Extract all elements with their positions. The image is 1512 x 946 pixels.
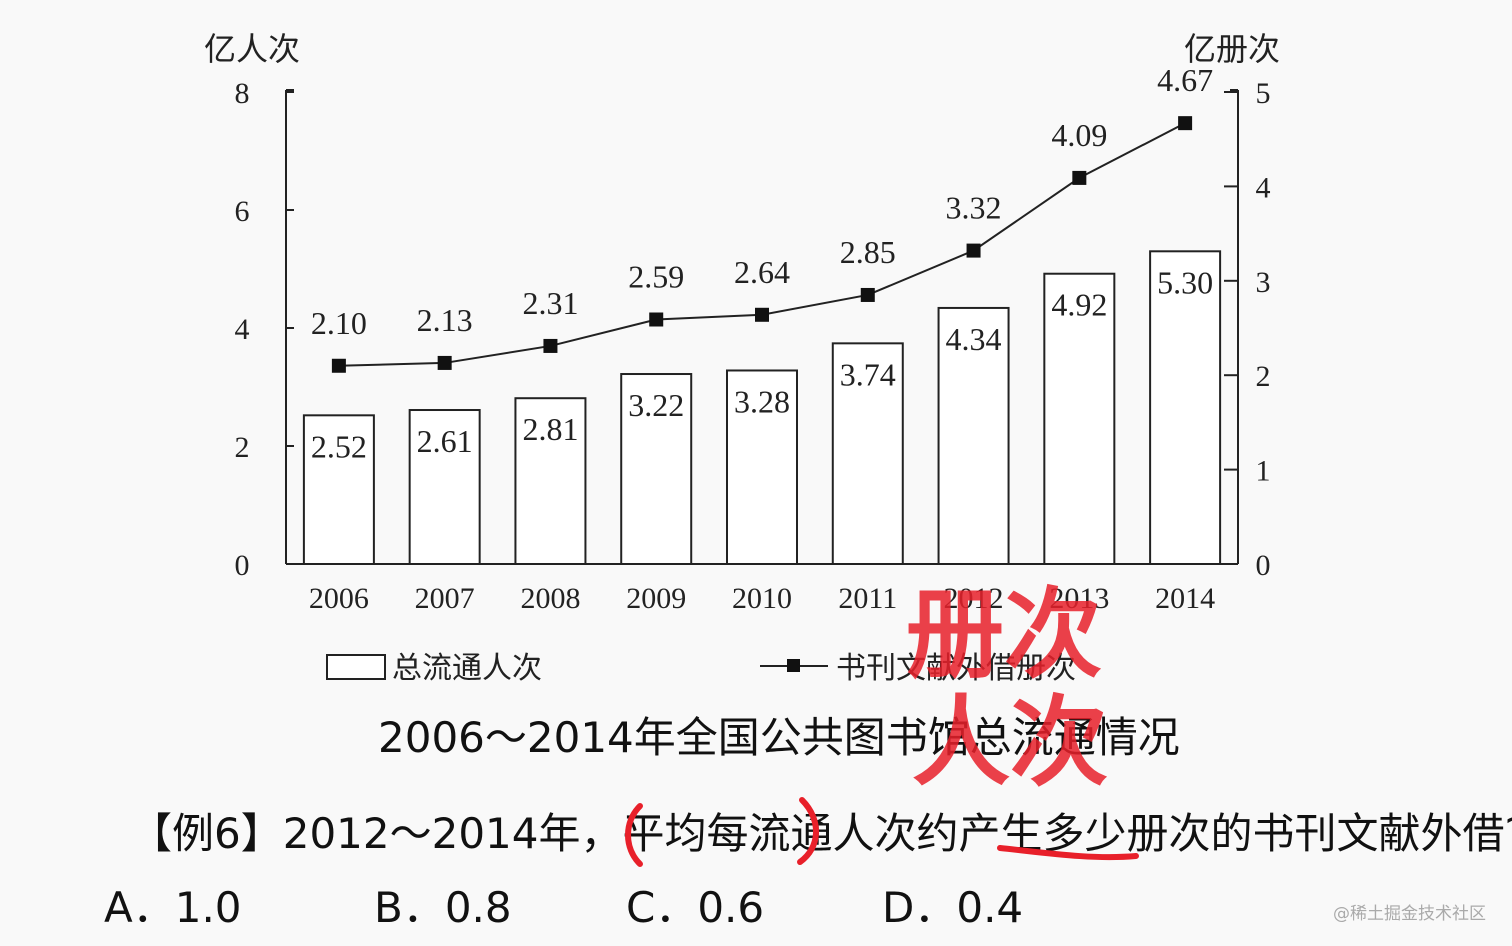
bar-value-label: 4.34: [946, 321, 1002, 357]
bar-value-label: 3.22: [628, 387, 684, 423]
bar: [1149, 250, 1222, 566]
right-axis-unit-label: 亿册次: [1184, 31, 1280, 67]
x-tick-label: 2013: [1049, 582, 1109, 615]
left-axis-unit-label: 亿人次: [204, 31, 300, 67]
option-a-letter: A．: [104, 883, 175, 932]
line-point: [1072, 170, 1087, 185]
option-c-letter: C．: [626, 883, 698, 932]
x-tick-label: 2009: [626, 582, 686, 615]
legend-line-marker: [787, 659, 800, 672]
line-point: [543, 338, 558, 353]
right-tick-label: 5: [1256, 77, 1271, 110]
right-tick-label: 0: [1256, 549, 1271, 582]
line-value-label: 2.10: [311, 305, 367, 341]
left-tick-label: 0: [235, 549, 250, 582]
line-value-label: 2.31: [522, 285, 578, 321]
option-b[interactable]: B．0.8: [374, 874, 512, 935]
line-point: [649, 312, 664, 327]
bar: [1043, 272, 1116, 565]
line-value-label: 2.13: [417, 302, 473, 338]
x-tick-label: 2011: [838, 582, 897, 615]
legend-bar-label: 总流通人次: [392, 652, 542, 685]
line-point: [331, 358, 346, 373]
bar-value-label: 2.81: [522, 411, 578, 447]
question-text: 【例6】2012～2014年，平均每流通人次约产生多少册次的书刊文献外借?: [130, 809, 1512, 858]
right-tick-label: 2: [1256, 360, 1271, 393]
bar-value-label: 3.28: [734, 383, 790, 419]
x-tick-label: 2012: [944, 582, 1004, 615]
x-tick-label: 2008: [520, 582, 580, 615]
option-d-letter: D．: [882, 883, 957, 932]
x-tick-label: 2010: [732, 582, 792, 615]
left-tick-label: 2: [235, 431, 250, 464]
option-b-value: 0.8: [444, 883, 512, 932]
bar: [408, 409, 481, 566]
option-d[interactable]: D．0.4: [882, 874, 1023, 935]
line-value-label: 2.59: [628, 259, 684, 295]
left-tick-label: 4: [235, 313, 250, 346]
bar-value-label: 5.30: [1157, 264, 1213, 300]
right-tick-label: 3: [1256, 266, 1271, 299]
bar-value-label: 3.74: [840, 356, 896, 392]
option-a[interactable]: A．1.0: [104, 874, 242, 935]
line-value-label: 2.85: [840, 234, 896, 270]
line-point: [755, 307, 769, 322]
line-value-label: 2.64: [734, 254, 790, 290]
x-tick-label: 2014: [1155, 582, 1215, 615]
bar: [831, 342, 904, 565]
option-c[interactable]: C．0.6: [626, 874, 764, 935]
option-d-value: 0.4: [956, 883, 1024, 932]
bar: [514, 397, 587, 565]
right-tick-label: 4: [1256, 171, 1271, 204]
right-tick-label: 1: [1256, 455, 1271, 488]
watermark: @稀土掘金技术社区: [1333, 904, 1486, 924]
legend-bar-swatch: [326, 654, 386, 680]
answer-options: A．1.0 B．0.8 C．0.6 D．0.4: [0, 874, 1512, 932]
option-c-value: 0.6: [697, 883, 765, 932]
bar: [726, 369, 798, 566]
line-series: 2.10 2.13 2.31 2.59 2.64 2.85 3.32 4.09 4.67: [311, 62, 1213, 373]
line-point: [437, 355, 452, 370]
x-tick-label: 2006: [309, 582, 369, 615]
chart: 亿人次 亿册次 0 2 4 6 8 0 1 2 3 4 5 2.52 2.61 2.81 3.22 3.28…: [204, 31, 1280, 685]
x-axis-ticks: 2006 2007 2008 2009 2010 2011 2012 2013 2014: [309, 582, 1215, 615]
legend-line-label: 书刊文献外借册次: [836, 652, 1076, 685]
bar-value-label: 2.61: [417, 423, 473, 459]
line-point: [1178, 116, 1193, 131]
bar-series: 2.52 2.61 2.81 3.22 3.28 3.74 4.34 4.92 5.30: [302, 250, 1222, 566]
left-tick-label: 8: [235, 77, 250, 110]
line-point: [860, 287, 875, 302]
x-tick-label: 2007: [415, 582, 475, 615]
line-value-label: 3.32: [946, 190, 1002, 226]
option-a-value: 1.0: [174, 883, 242, 932]
bar: [302, 414, 375, 565]
legend: 总流通人次 书刊文献外借册次: [326, 652, 1076, 685]
option-b-letter: B．: [374, 883, 445, 932]
bar: [620, 373, 693, 565]
chart-title: 2006～2014年全国公共图书馆总流通情况: [378, 713, 1180, 762]
line-value-label: 4.09: [1051, 117, 1107, 153]
line-point: [966, 243, 981, 258]
bar-value-label: 2.52: [311, 428, 367, 464]
bar-value-label: 4.92: [1051, 287, 1107, 323]
bar: [937, 306, 1010, 565]
line-value-label: 4.67: [1157, 62, 1213, 98]
left-tick-label: 6: [235, 195, 250, 228]
